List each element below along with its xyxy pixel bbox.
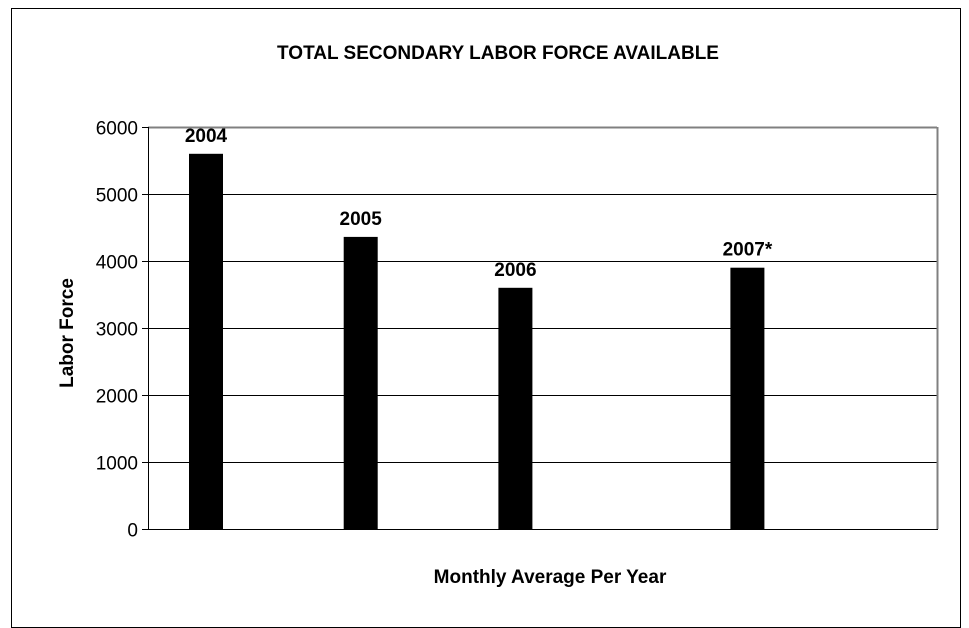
y-tick-label-0: 0 xyxy=(127,521,138,542)
y-tick-label-2000: 2000 xyxy=(96,387,138,408)
bar-2007* xyxy=(730,267,765,529)
y-tick-label-1000: 1000 xyxy=(96,454,138,475)
y-tick-labels: 0 1000 2000 3000 4000 5000 6000 xyxy=(96,119,138,542)
bar-2004 xyxy=(189,153,223,530)
bar-chart: TOTAL SECONDARY LABOR FORCE AVAILABLE 0 1… xyxy=(57,43,939,588)
y-tick-label-6000: 6000 xyxy=(96,119,138,140)
chart-title: TOTAL SECONDARY LABOR FORCE AVAILABLE xyxy=(277,43,719,64)
chart-frame: TOTAL SECONDARY LABOR FORCE AVAILABLE 0 1… xyxy=(11,8,961,628)
axes xyxy=(142,126,939,530)
y-tick-label-4000: 4000 xyxy=(96,253,138,274)
y-tick-label-5000: 5000 xyxy=(96,186,138,207)
y-tick-label-3000: 3000 xyxy=(96,320,138,341)
x-axis-title: Monthly Average Per Year xyxy=(434,567,667,588)
data-labels: 2004 2005 2006 2007* xyxy=(185,126,773,281)
data-label-2006: 2006 xyxy=(494,260,536,281)
y-axis-title: Labor Force xyxy=(57,278,78,388)
bar-2006 xyxy=(498,287,533,529)
data-label-2004: 2004 xyxy=(185,126,228,147)
bars xyxy=(189,153,765,530)
bar-2005 xyxy=(343,236,378,529)
data-label-2005: 2005 xyxy=(340,209,383,230)
gridlines xyxy=(148,194,937,463)
data-label-2007*: 2007* xyxy=(723,240,773,261)
